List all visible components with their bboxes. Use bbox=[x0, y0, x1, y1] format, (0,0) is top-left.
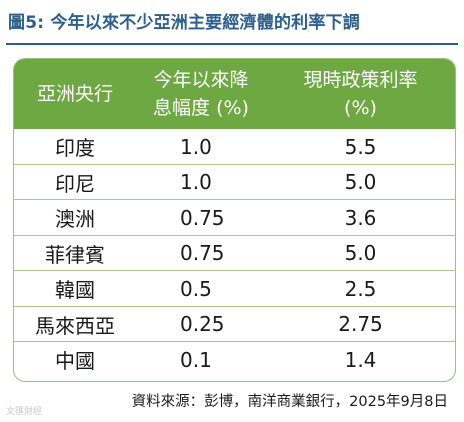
header-cut-line1: 今年以來降 bbox=[153, 69, 249, 91]
cell-bank: 印尼 bbox=[55, 171, 95, 196]
cell-rate: 2.5 bbox=[344, 276, 377, 301]
figure-title: 圖5: 今年以來不少亞洲主要經濟體的利率下調 bbox=[8, 13, 360, 33]
table-row: 馬來西亞 0.25 2.75 bbox=[14, 307, 455, 342]
cell-bank: 馬來西亞 bbox=[35, 313, 115, 338]
header-cut-line2: 息幅度 (%) bbox=[153, 97, 249, 119]
cell-rate: 1.4 bbox=[344, 347, 377, 372]
header-cut: 今年以來降 息幅度 (%) bbox=[136, 59, 266, 129]
table-body: 印度 1.0 5.5 印尼 1.0 5.0 澳洲 0.75 3.6 菲律賓 0.… bbox=[14, 129, 455, 378]
cell-bank: 澳洲 bbox=[55, 207, 95, 231]
table-row: 菲律賓 0.75 5.0 bbox=[14, 236, 455, 271]
cell-cut: 0.5 bbox=[180, 276, 212, 301]
table-row: 印尼 1.0 5.0 bbox=[14, 165, 455, 200]
table-row: 韓國 0.5 2.5 bbox=[14, 271, 455, 307]
table-row: 澳洲 0.75 3.6 bbox=[14, 200, 455, 236]
table-header: 亞洲央行 今年以來降 息幅度 (%) 現時政策利率 (%) bbox=[14, 59, 455, 129]
cell-cut: 0.1 bbox=[180, 347, 212, 372]
header-bank-label: 亞洲央行 bbox=[36, 83, 113, 105]
watermark: 文匯財經 bbox=[6, 407, 43, 417]
cell-cut: 0.75 bbox=[180, 241, 225, 265]
cell-cut: 0.75 bbox=[180, 205, 225, 230]
cell-rate: 3.6 bbox=[344, 205, 377, 230]
cell-rate: 2.75 bbox=[338, 312, 383, 336]
cell-bank: 韓國 bbox=[55, 278, 95, 302]
cell-rate: 5.5 bbox=[344, 134, 377, 159]
header-bank: 亞洲央行 bbox=[14, 59, 136, 129]
cell-bank: 印度 bbox=[55, 136, 95, 160]
cell-bank: 中國 bbox=[55, 349, 95, 373]
cell-rate: 5.0 bbox=[344, 170, 377, 194]
cell-cut: 1.0 bbox=[180, 134, 212, 159]
rate-table: 亞洲央行 今年以來降 息幅度 (%) 現時政策利率 (%) 印度 1.0 5.5… bbox=[13, 58, 456, 382]
header-rate-line2: (%) bbox=[344, 97, 377, 119]
cell-cut: 1.0 bbox=[180, 170, 212, 194]
cell-cut: 0.25 bbox=[180, 312, 225, 336]
header-rate-line1: 現時政策利率 bbox=[303, 69, 418, 91]
cell-bank: 菲律賓 bbox=[45, 242, 105, 267]
source-note: 資料來源：彭博，南洋商業銀行，2025年9月8日 bbox=[131, 394, 448, 410]
cell-rate: 5.0 bbox=[344, 241, 377, 265]
title-divider bbox=[6, 43, 458, 45]
table-row: 中國 0.1 1.4 bbox=[14, 342, 455, 378]
table-row: 印度 1.0 5.5 bbox=[14, 129, 455, 165]
header-rate: 現時政策利率 (%) bbox=[266, 59, 455, 129]
